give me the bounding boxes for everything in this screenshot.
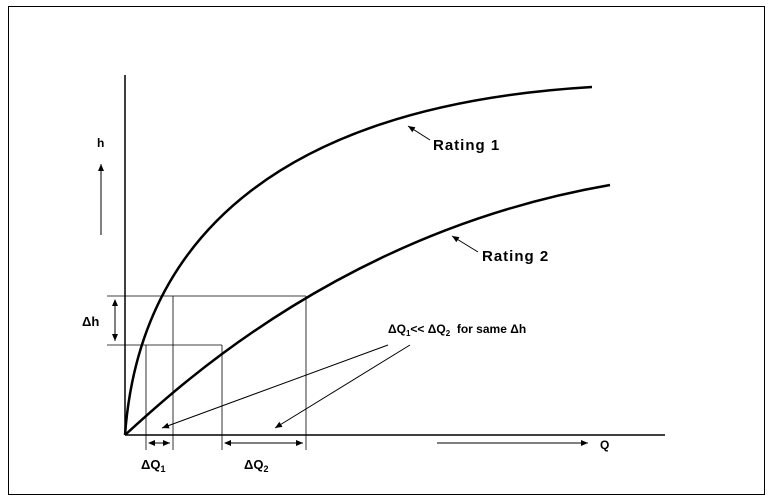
delta-q2-label: ΔQ2 bbox=[244, 457, 268, 474]
delta-q1-label: ΔQ1 bbox=[141, 457, 165, 474]
comparison-annotation: ΔQ1<< ΔQ2 for same Δh bbox=[388, 322, 526, 338]
h-axis-label: h bbox=[97, 136, 104, 150]
comparison-pointer-q1 bbox=[161, 344, 389, 429]
figure-frame bbox=[8, 6, 765, 495]
q-axis-label: Q bbox=[600, 438, 609, 452]
rating-2-curve bbox=[124, 183, 611, 436]
rating-1-pointer bbox=[407, 125, 431, 141]
comparison-pointer-q2 bbox=[274, 344, 411, 429]
delta-h-label: Δh bbox=[82, 314, 99, 329]
rating-2-label: Rating 2 bbox=[482, 248, 549, 265]
rating-1-curve bbox=[123, 85, 593, 436]
rating-1-label: Rating 1 bbox=[433, 137, 500, 154]
rating-2-pointer bbox=[451, 235, 479, 253]
